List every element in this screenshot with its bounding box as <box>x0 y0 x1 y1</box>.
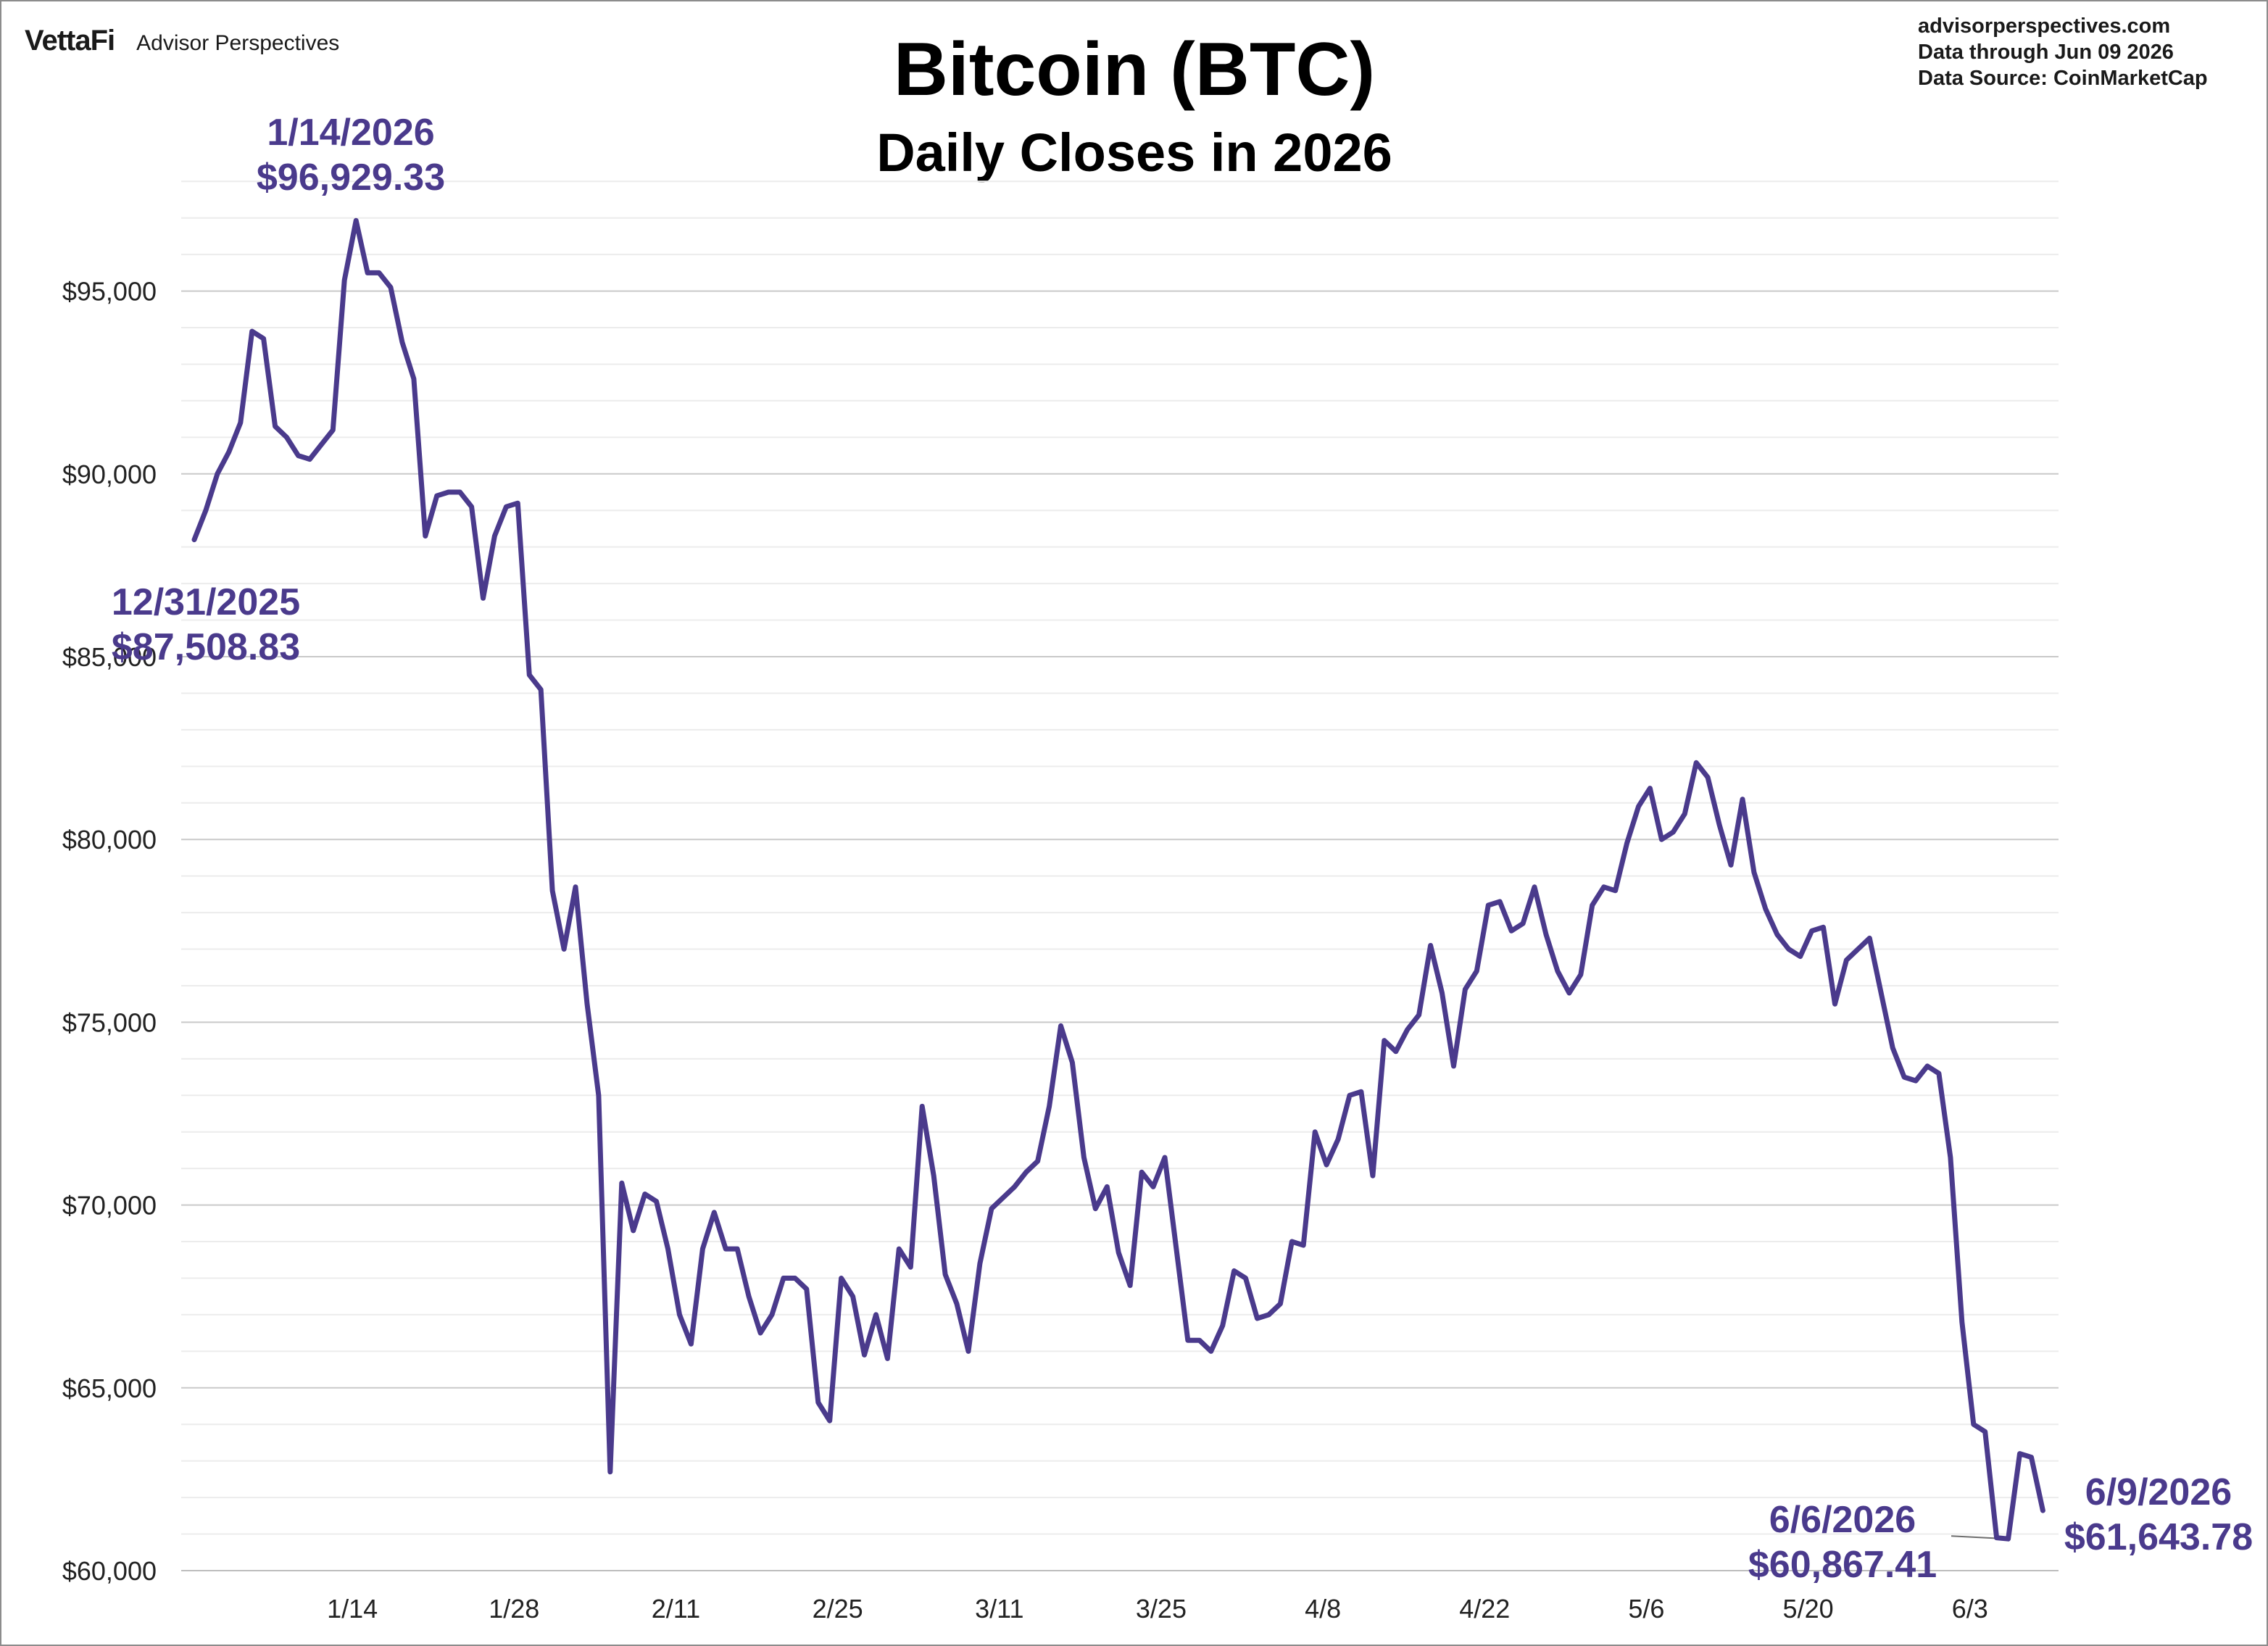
source-line-data-source: Data Source: CoinMarketCap <box>1918 67 2208 90</box>
annotation-12-31-2025: 12/31/2025$87,508.83 <box>112 581 300 668</box>
x-tick-label: 3/25 <box>1136 1594 1187 1624</box>
annotations: 1/14/2026$96,929.33 12/31/2025$87,508.83 6… <box>112 112 2253 1586</box>
y-tick-label: $75,000 <box>62 1007 157 1037</box>
source-block: advisorperspectives.com Data through Jun… <box>1918 13 2208 91</box>
brand: VettaFi Advisor Perspectives <box>25 25 339 57</box>
annotation-value: $87,508.83 <box>112 626 300 668</box>
annotation-date: 6/9/2026 <box>2085 1471 2232 1513</box>
annotation-date: 6/6/2026 <box>1769 1499 1916 1541</box>
y-tick-label: $95,000 <box>62 277 157 307</box>
x-tick-label: 4/22 <box>1459 1594 1510 1624</box>
annotation-6-6-2026: 6/6/2026$60,867.41 <box>1748 1499 1937 1586</box>
annotation-value: $61,643.78 <box>2064 1516 2253 1558</box>
y-tick-label: $65,000 <box>62 1373 157 1403</box>
annotation-value: $96,929.33 <box>257 157 445 199</box>
annotation-date: 12/31/2025 <box>112 581 300 623</box>
x-tick-label: 2/11 <box>652 1594 700 1624</box>
chart-subtitle: Daily Closes in 2026 <box>876 122 1392 183</box>
x-tick-label: 3/11 <box>975 1594 1023 1624</box>
x-tick-label: 1/28 <box>489 1594 539 1624</box>
vettafi-logo: VettaFi <box>25 25 115 57</box>
x-tick-label: 5/6 <box>1628 1594 1664 1624</box>
y-tick-label: $80,000 <box>62 825 157 855</box>
annotation-value: $60,867.41 <box>1748 1544 1937 1586</box>
source-line-site: advisorperspectives.com <box>1918 14 2171 38</box>
y-tick-label: $85,000 <box>62 642 157 672</box>
y-axis-ticks: $60,000 $65,000 $70,000 $75,000 $80,000 $85,0… <box>62 277 157 1586</box>
y-tick-label: $90,000 <box>62 460 157 489</box>
x-tick-label: 5/20 <box>1783 1594 1834 1624</box>
btc-price-line <box>191 217 2045 1542</box>
source-line-data-through: Data through Jun 09 2026 <box>1918 41 2174 64</box>
y-tick-label: $60,000 <box>62 1556 157 1586</box>
x-tick-label: 2/25 <box>813 1594 863 1624</box>
x-tick-label: 1/14 <box>327 1594 378 1624</box>
annotation-1-14-2026: 1/14/2026$96,929.33 <box>257 112 445 199</box>
x-tick-label: 6/3 <box>1952 1594 1988 1624</box>
annotation-6-9-2026: 6/9/2026$61,643.78 <box>2064 1471 2253 1558</box>
brand-name: Advisor Perspectives <box>136 31 340 55</box>
gridlines <box>181 180 2059 1535</box>
y-tick-label: $70,000 <box>62 1191 157 1221</box>
x-tick-label: 4/8 <box>1305 1594 1341 1624</box>
chart-title: Bitcoin (BTC) <box>893 28 1376 112</box>
x-axis-ticks: 1/14 1/28 2/11 2/25 3/11 3/25 4/8 4/22 5/6 5/20 6/… <box>327 1594 1988 1624</box>
annotation-date: 1/14/2026 <box>267 112 434 154</box>
